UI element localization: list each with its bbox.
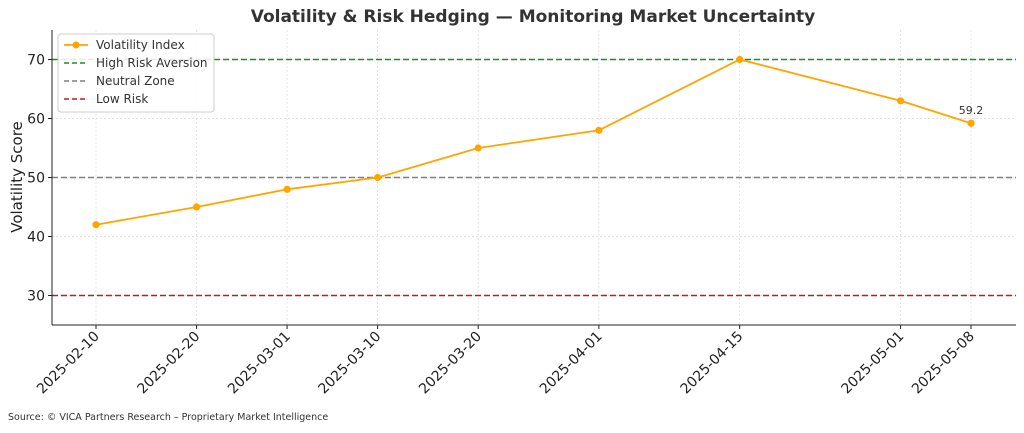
chart-title: Volatility & Risk Hedging — Monitoring M…: [251, 7, 816, 27]
x-tick-label-7: 2025-05-01: [839, 329, 908, 398]
legend-label-2: Neutral Zone: [96, 74, 175, 88]
y-tick-label-0: 30: [27, 289, 45, 305]
x-ticks: 2025-02-10 2025-02-20 2025-03-01 2025-03-10…: [34, 325, 978, 397]
source-note: Source: © VICA Partners Research – Propr…: [8, 412, 329, 423]
legend-box: [57, 33, 215, 113]
data-point-0: [92, 221, 100, 229]
data-point-6: [736, 55, 744, 64]
y-ticks: 30 40 50 60 70: [27, 53, 52, 305]
x-tick-label-3: 2025-03-10: [316, 329, 385, 398]
x-tick-label-5: 2025-04-01: [537, 329, 606, 398]
y-tick-label-3: 60: [27, 112, 45, 128]
data-point-3: [374, 173, 382, 182]
legend-marker-0: [72, 41, 80, 49]
series-line-0: [95, 58, 972, 226]
y-tick-label-4: 70: [27, 53, 45, 69]
legend: Volatility Index High Risk Aversion Neutra…: [57, 33, 215, 113]
series-layer: [92, 55, 975, 229]
x-tick-label-1: 2025-02-20: [135, 329, 204, 398]
x-tick-label-4: 2025-03-20: [416, 329, 485, 398]
data-point-1: [192, 203, 201, 211]
data-label-0: 59.2: [959, 104, 984, 117]
data-point-5: [595, 126, 603, 134]
data-point-8: [967, 119, 975, 127]
legend-label-3: Low Risk: [96, 92, 148, 106]
legend-label-0: Volatility Index: [96, 38, 185, 52]
legend-label-1: High Risk Aversion: [96, 56, 208, 70]
x-tick-label-0: 2025-02-10: [34, 329, 103, 398]
annotations: 59.2: [959, 104, 984, 117]
y-axis-label: Volatility Score: [8, 121, 26, 233]
data-point-4: [474, 144, 482, 152]
data-point-2: [283, 185, 291, 193]
y-tick-label-2: 50: [27, 171, 45, 187]
data-point-7: [896, 97, 905, 105]
y-tick-label-1: 40: [27, 230, 45, 246]
reference-lines: [52, 58, 1016, 297]
x-tick-label-2: 2025-03-01: [225, 329, 294, 398]
x-tick-label-8: 2025-05-08: [909, 329, 978, 398]
x-tick-label-6: 2025-04-15: [678, 329, 747, 398]
